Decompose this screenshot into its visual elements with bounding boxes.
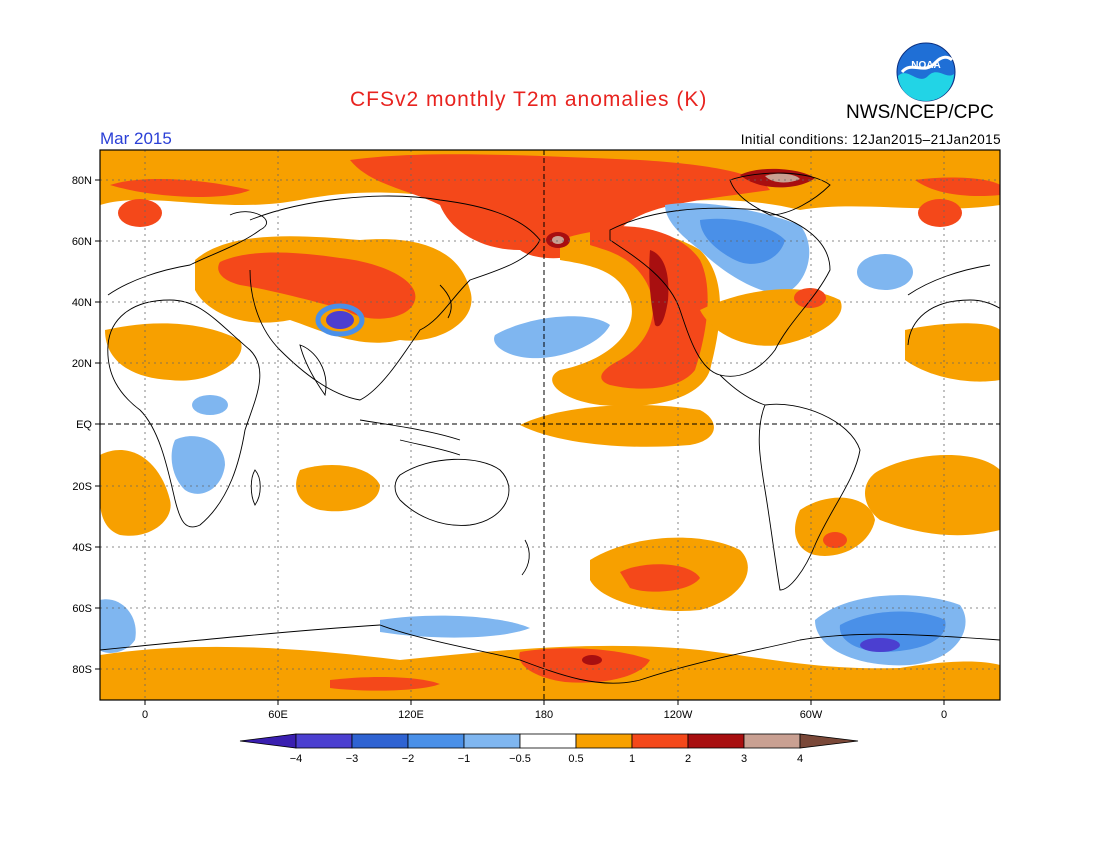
anomaly-siberia-peak-core — [552, 236, 564, 244]
lat-label-60n: 60N — [72, 236, 92, 248]
chart-title: CFSv2 monthly T2m anomalies (K) — [350, 88, 708, 111]
anomaly-tibet-cold-ring — [315, 303, 365, 337]
anomaly-indian-ocean-warm — [296, 465, 380, 512]
lat-label-40n: 40N — [72, 297, 92, 309]
agency-label: NWS/NCEP/CPC — [846, 102, 994, 123]
coastline-europe — [107, 211, 268, 296]
colorbar-bin-5 — [519, 733, 577, 749]
lon-label-120w: 120W — [664, 709, 693, 721]
lon-label-0: 0 — [142, 709, 148, 721]
anomaly-ross-peak — [582, 655, 602, 665]
coastline-japan — [439, 284, 452, 319]
coastline-india — [299, 344, 327, 397]
anomaly-tibet-cold — [326, 311, 354, 329]
anomaly-central-asia-hot — [218, 252, 416, 319]
coastline-antarctica — [100, 624, 1000, 684]
colorbar-label-4: 4 — [797, 753, 803, 765]
lat-tick-marks — [95, 179, 945, 705]
anomaly-scandinavia-warm-east — [918, 199, 962, 227]
colorbar-label-neg3: −3 — [346, 753, 359, 765]
coastline-north-america — [609, 207, 831, 377]
lat-label-20n: 20N — [72, 358, 92, 370]
colorbar-label-neg2: −2 — [402, 753, 415, 765]
anomaly-east-africa-cold — [192, 395, 228, 415]
anomaly-europe-warm-east — [915, 177, 1000, 197]
lon-label-60e: 60E — [268, 709, 288, 721]
anomaly-scandinavia-warm — [118, 199, 162, 227]
colorbar-bin-6 — [575, 733, 633, 749]
lon-label-120e: 120E — [398, 709, 424, 721]
initial-conditions: Initial conditions: 12Jan2015–21Jan2015 — [740, 132, 1001, 147]
noaa-logo: NOAA — [896, 42, 956, 102]
anomaly-north-atlantic-cold — [857, 254, 913, 290]
reference-lines — [100, 150, 1000, 700]
lat-label-80n: 80N — [72, 175, 92, 187]
anomaly-ross-hot — [519, 648, 650, 683]
grid — [100, 150, 1000, 700]
anomaly-southern-ocean-west-cold — [100, 599, 136, 653]
colorbar-arrow-high — [799, 733, 859, 749]
coastlines — [100, 172, 1000, 684]
anomaly-southern-ocean-band-cold — [380, 615, 530, 638]
colorbar-bin-4 — [463, 733, 521, 749]
coastline-europe-repeat — [907, 264, 991, 296]
lon-label-0-repeat: 0 — [941, 709, 947, 721]
anomaly-north-africa-warm-east — [905, 323, 1000, 382]
anomaly-south-america-hot — [823, 532, 847, 548]
anomaly-south-atlantic-east-warm — [865, 455, 1000, 536]
coastline-south-america — [758, 403, 861, 591]
anomaly-africa-cold — [171, 436, 225, 494]
anomaly-south-america-warm — [795, 497, 875, 556]
lat-label-80s: 80S — [72, 664, 92, 676]
anomaly-east-antarctica-hot — [330, 676, 440, 691]
colorbar-bin-1 — [295, 733, 353, 749]
lon-labels: 0 60E 120E 180 120W 60W 0 — [142, 709, 947, 721]
anomaly-south-atlantic-west-warm — [100, 450, 171, 536]
anomaly-south-pacific-hot — [620, 564, 700, 592]
colorbar-arrow-low — [239, 733, 297, 749]
lon-label-60w: 60W — [800, 709, 823, 721]
colorbar: −4 −3 −2 −1 −0.5 0.5 1 2 3 4 — [239, 733, 859, 765]
anomaly-north-africa-warm — [105, 323, 242, 381]
map-frame — [99, 149, 1001, 701]
lat-label-eq: EQ — [76, 419, 92, 431]
colorbar-bin-3 — [407, 733, 465, 749]
lat-label-40s: 40S — [72, 542, 92, 554]
coastline-indonesia — [359, 419, 461, 456]
colorbar-label-neg1: −1 — [458, 753, 471, 765]
colorbar-label-neg4: −4 — [290, 753, 303, 765]
coastline-central-america — [719, 374, 766, 406]
colorbar-bin-8 — [687, 733, 745, 749]
coastline-new-zealand — [521, 539, 530, 576]
anomaly-equatorial-pacific-warm — [520, 405, 714, 447]
lat-label-60s: 60S — [72, 603, 92, 615]
colorbar-bin-9 — [743, 733, 801, 749]
lat-labels: 80N 60N 40N 20N EQ 20S 40S 60S 80S — [72, 175, 93, 676]
anomaly-central-pacific-cold — [494, 316, 610, 359]
colorbar-label-neg05: −0.5 — [509, 753, 531, 765]
coastline-asia — [249, 195, 541, 401]
colorbar-label-05: 0.5 — [568, 753, 583, 765]
noaa-logo-text: NOAA — [911, 60, 940, 71]
anomaly-us-east-hot — [794, 288, 826, 308]
colorbar-bin-2 — [351, 733, 409, 749]
coastline-australia — [394, 458, 510, 526]
coastline-madagascar — [250, 469, 261, 506]
colorbar-label-3: 3 — [741, 753, 747, 765]
colorbar-label-1: 1 — [629, 753, 635, 765]
coastline-greenland — [729, 172, 831, 216]
colorbar-label-2: 2 — [685, 753, 691, 765]
colorbar-bin-7 — [631, 733, 689, 749]
coastline-africa — [107, 299, 261, 528]
anomaly-alaska-very-hot — [649, 250, 669, 327]
lat-label-20s: 20S — [72, 481, 92, 493]
anomaly-weddell-peak — [860, 638, 900, 652]
lon-label-180: 180 — [535, 709, 553, 721]
forecast-month: Mar 2015 — [100, 129, 172, 148]
coastline-africa-repeat — [907, 299, 1000, 346]
